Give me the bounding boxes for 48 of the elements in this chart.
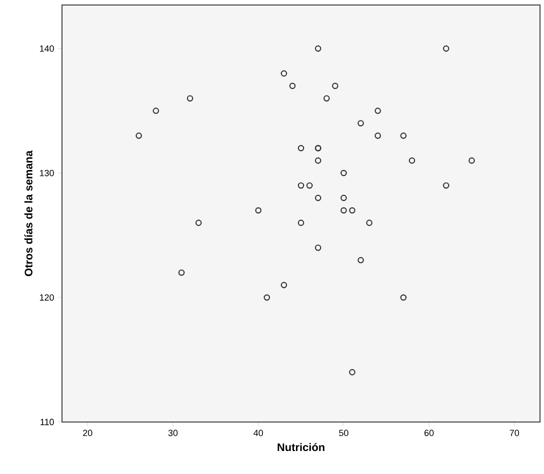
point (136, 132, 142, 139)
point (314, 244, 322, 251)
x-axis-title: Nutrición (278, 442, 324, 452)
y-tick-label: 130 (40, 170, 54, 176)
point (264, 294, 270, 301)
point (255, 207, 262, 214)
y-tick-label: 110 (40, 418, 54, 426)
point (400, 294, 407, 301)
point (306, 182, 313, 189)
point (366, 220, 372, 226)
x-tick-label: 70 (510, 430, 520, 436)
point (340, 194, 347, 202)
x-tick-label: 60 (424, 430, 434, 436)
point (289, 82, 296, 90)
y-axis-title: Otros días de la semana (24, 150, 32, 276)
x-tick-label: 50 (339, 430, 348, 436)
y-tick-label: 140 (40, 45, 54, 52)
x-tick-label: 20 (83, 430, 92, 436)
point (323, 95, 330, 102)
point (298, 220, 304, 226)
point (349, 207, 356, 214)
point (314, 157, 322, 164)
point (468, 157, 475, 164)
point (314, 194, 322, 202)
point (374, 132, 381, 139)
point (358, 120, 364, 126)
point (298, 144, 304, 152)
point (400, 132, 407, 139)
point (374, 108, 381, 114)
point (280, 282, 288, 288)
point (408, 157, 416, 164)
point (195, 220, 202, 226)
point (280, 70, 288, 77)
point (349, 369, 356, 376)
point (152, 108, 160, 114)
point (332, 82, 338, 90)
point (340, 207, 347, 214)
point (178, 269, 185, 276)
point (358, 257, 364, 264)
point (314, 45, 322, 52)
point (442, 45, 450, 52)
point (340, 170, 347, 176)
y-tick-label: 120 (40, 294, 54, 301)
point (186, 95, 194, 102)
point (298, 182, 304, 189)
point (442, 182, 450, 189)
x-tick-label: 30 (168, 430, 178, 436)
x-tick-label: 40 (254, 430, 263, 436)
